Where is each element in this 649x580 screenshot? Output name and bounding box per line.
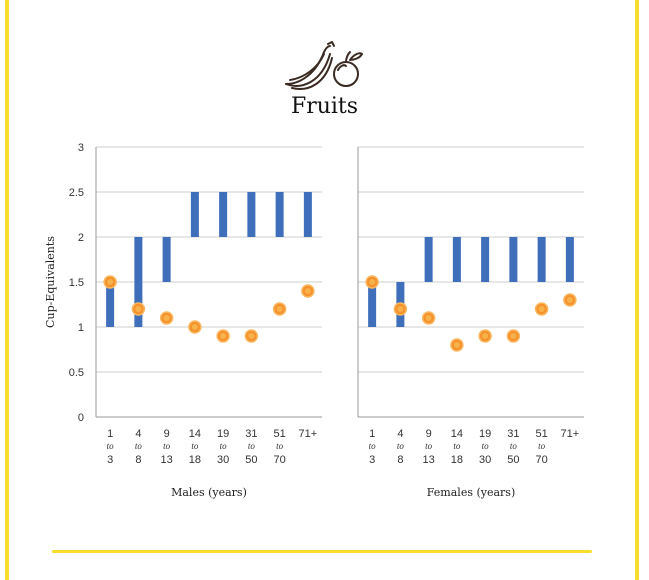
females-point-center xyxy=(453,342,460,348)
males-ytick-label: 0 xyxy=(78,412,84,424)
males-point-center xyxy=(304,288,311,294)
females-category-label: 9 xyxy=(426,428,432,440)
females-category-label: 31 xyxy=(507,428,519,440)
males-category-label: 51 xyxy=(274,428,286,440)
males-category-label: 4 xyxy=(135,428,141,440)
males-y-axis-label: Cup-Equivalents xyxy=(44,236,57,328)
males-range-bar xyxy=(106,282,115,327)
males-ytick-label: 2 xyxy=(78,232,84,244)
females-category-label: 50 xyxy=(507,454,519,466)
females-point-center xyxy=(369,279,376,285)
left-border xyxy=(5,0,9,580)
females-category-label: 70 xyxy=(536,454,548,466)
females-point-center xyxy=(425,315,432,321)
males-ytick-label: 1 xyxy=(78,322,84,334)
females-range-bar xyxy=(565,237,574,282)
males-point-center xyxy=(276,306,283,312)
males-category-label: 3 xyxy=(107,454,113,466)
males-point-center xyxy=(107,279,114,285)
females-range-bar xyxy=(452,237,461,282)
females-point-center xyxy=(482,333,489,339)
males-category-label: to xyxy=(220,441,228,451)
females-category-label: to xyxy=(482,441,490,451)
bottom-divider xyxy=(52,550,592,553)
females-category-label: 18 xyxy=(451,454,463,466)
females-range-bar xyxy=(509,237,518,282)
females-category-label: 51 xyxy=(536,428,548,440)
males-category-label: 18 xyxy=(189,454,201,466)
males-ytick-label: 1.5 xyxy=(69,277,84,289)
males-point-center xyxy=(220,333,227,339)
fruit-icon xyxy=(285,41,363,90)
males-point-center xyxy=(163,315,170,321)
males-range-bar xyxy=(190,192,199,237)
females-category-label: to xyxy=(369,441,377,451)
males-category-label: 71+ xyxy=(299,428,318,440)
males-category-label: 9 xyxy=(164,428,170,440)
males-range-bar xyxy=(162,237,171,282)
females-point-center xyxy=(397,306,404,312)
males-range-bar xyxy=(219,192,228,237)
males-category-label: 30 xyxy=(217,454,229,466)
females-category-label: 4 xyxy=(397,428,403,440)
females-category-label: to xyxy=(453,441,461,451)
females-category-label: to xyxy=(510,441,518,451)
males-category-label: 1 xyxy=(107,428,113,440)
females-category-label: 19 xyxy=(479,428,491,440)
females-category-label: 8 xyxy=(397,454,403,466)
males-category-label: to xyxy=(276,441,284,451)
males-category-label: to xyxy=(191,441,199,451)
females-category-label: to xyxy=(538,441,546,451)
males-point-center xyxy=(248,333,255,339)
males-ytick-label: 2.5 xyxy=(69,187,84,199)
males-point-center xyxy=(191,324,198,330)
females-category-label: to xyxy=(425,441,433,451)
females-point-center xyxy=(566,297,573,303)
males-category-label: to xyxy=(107,441,115,451)
males-category-label: 19 xyxy=(217,428,229,440)
males-ytick-label: 0.5 xyxy=(69,367,84,379)
males-category-label: to xyxy=(163,441,171,451)
females-x-axis-label: Females (years) xyxy=(427,486,515,499)
females-category-label: 30 xyxy=(479,454,491,466)
males-ytick-label: 3 xyxy=(78,142,84,154)
males-category-label: 8 xyxy=(135,454,141,466)
females-category-label: 71+ xyxy=(561,428,580,440)
males-point-center xyxy=(135,306,142,312)
females-category-label: 3 xyxy=(369,454,375,466)
females-point-center xyxy=(510,333,517,339)
females-range-bar xyxy=(424,237,433,282)
right-border xyxy=(635,0,639,580)
males-category-label: 14 xyxy=(189,428,201,440)
males-range-bar xyxy=(134,237,143,327)
chart-title: Fruits xyxy=(290,94,359,119)
females-category-label: to xyxy=(397,441,405,451)
females-range-bar xyxy=(368,282,377,327)
males-range-bar xyxy=(275,192,284,237)
males-category-label: 31 xyxy=(245,428,257,440)
males-category-label: 50 xyxy=(245,454,257,466)
chart-canvas: 00.511.522.53Cup-Equivalents1to34to89to1… xyxy=(44,142,584,499)
females-category-label: 14 xyxy=(451,428,463,440)
males-category-label: 13 xyxy=(161,454,173,466)
females-category-label: 13 xyxy=(423,454,435,466)
females-range-bar xyxy=(481,237,490,282)
males-range-bar xyxy=(303,192,312,237)
females-category-label: 1 xyxy=(369,428,375,440)
females-point-center xyxy=(538,306,545,312)
males-category-label: to xyxy=(248,441,256,451)
females-range-bar xyxy=(537,237,546,282)
males-category-label: 70 xyxy=(274,454,286,466)
males-category-label: to xyxy=(135,441,143,451)
males-x-axis-label: Males (years) xyxy=(171,486,247,499)
males-range-bar xyxy=(247,192,256,237)
